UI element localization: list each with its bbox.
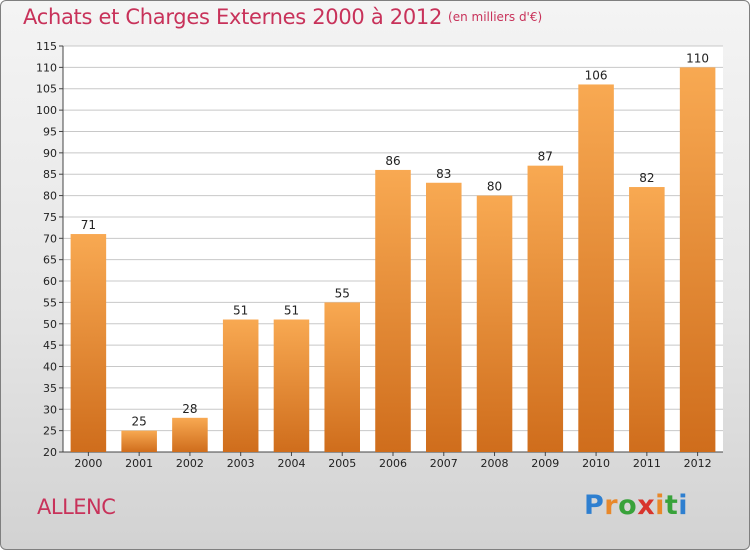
x-tick-label: 2003 <box>227 457 255 470</box>
x-tick-label: 2006 <box>379 457 407 470</box>
logo-letter: r <box>604 490 619 521</box>
logo-letter: x <box>637 490 656 521</box>
x-tick-label: 2000 <box>74 457 102 470</box>
proxiti-logo[interactable]: Proxiti <box>584 490 688 521</box>
x-tick-label: 2008 <box>481 457 509 470</box>
y-tick-label: 65 <box>43 254 57 267</box>
bar <box>222 319 259 452</box>
commune-name: ALLENC <box>37 495 116 519</box>
y-tick-label: 105 <box>36 83 57 96</box>
y-tick-label: 35 <box>43 382 57 395</box>
data-label: 82 <box>639 171 654 185</box>
data-label: 83 <box>436 167 451 181</box>
bar <box>70 234 107 452</box>
logo-letter: P <box>584 490 605 521</box>
y-tick-label: 100 <box>36 104 57 117</box>
data-label: 80 <box>487 180 502 194</box>
y-tick-label: 80 <box>43 190 57 203</box>
x-tick-label: 2011 <box>633 457 661 470</box>
unit-note: (en milliers d'€) <box>448 10 543 24</box>
logo-letter: o <box>618 490 638 521</box>
y-tick-label: 30 <box>43 403 57 416</box>
logo-letter: t <box>664 490 679 521</box>
bar <box>426 182 462 453</box>
bar <box>679 67 716 453</box>
y-tick-label: 50 <box>43 318 57 331</box>
x-tick-label: 2009 <box>531 457 559 470</box>
bar <box>273 319 310 452</box>
y-tick-label: 115 <box>36 40 57 53</box>
bar <box>172 417 208 452</box>
data-label: 51 <box>233 304 248 318</box>
y-tick-label: 85 <box>43 168 57 181</box>
y-tick-label: 20 <box>43 446 57 459</box>
data-label: 86 <box>385 154 400 168</box>
data-label: 87 <box>538 150 553 164</box>
x-tick-label: 2004 <box>277 457 305 470</box>
y-tick-label: 55 <box>43 296 57 309</box>
logo-letter: i <box>678 490 689 521</box>
data-label: 51 <box>284 304 299 318</box>
y-tick-label: 45 <box>43 339 57 352</box>
x-tick-label: 2012 <box>684 457 712 470</box>
y-tick-label: 75 <box>43 211 57 224</box>
bar <box>324 302 360 452</box>
data-label: 55 <box>335 286 350 300</box>
y-tick-label: 25 <box>43 425 57 438</box>
bar <box>121 430 157 452</box>
y-tick-label: 40 <box>43 361 57 374</box>
bar <box>629 187 665 452</box>
bar <box>527 165 564 453</box>
x-tick-label: 2001 <box>125 457 153 470</box>
y-tick-label: 90 <box>43 147 57 160</box>
data-label: 106 <box>585 68 608 82</box>
data-label: 25 <box>132 415 147 429</box>
y-tick-label: 95 <box>43 125 57 138</box>
y-tick-label: 70 <box>43 232 57 245</box>
x-tick-label: 2010 <box>582 457 610 470</box>
title-text: Achats et Charges Externes 2000 à 2012 <box>23 5 443 29</box>
x-tick-label: 2007 <box>430 457 458 470</box>
data-label: 71 <box>81 218 96 232</box>
bar <box>476 195 513 452</box>
y-tick-label: 60 <box>43 275 57 288</box>
chart-title: Achats et Charges Externes 2000 à 2012 (e… <box>23 5 542 29</box>
bar <box>578 84 614 452</box>
bar <box>375 169 411 453</box>
y-tick-label: 110 <box>36 61 57 74</box>
data-label: 28 <box>182 402 197 416</box>
x-tick-label: 2002 <box>176 457 204 470</box>
logo-letter: i <box>655 490 665 521</box>
x-tick-label: 2005 <box>328 457 356 470</box>
data-label: 110 <box>686 51 709 65</box>
